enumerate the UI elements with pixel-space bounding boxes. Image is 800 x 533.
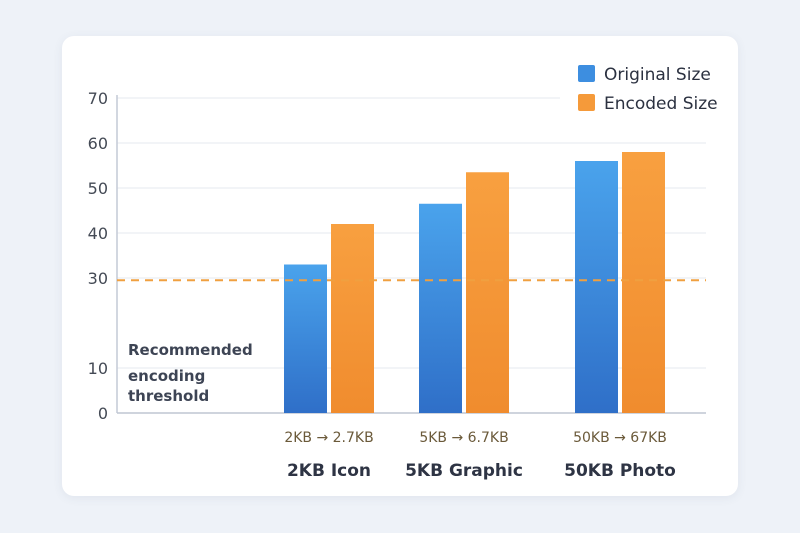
y-tick-label: 10 [88,359,108,378]
legend: Original Size Encoded Size [560,62,720,120]
category-label: 50KB Photo [564,461,676,481]
legend-swatch-original [578,65,595,82]
bar-encoded-2 [622,152,665,413]
x-axis-labels: 2KB → 2.7KB 2KB Icon 5KB → 6.7KB 5KB Graphi… [284,430,676,481]
y-tick-label: 0 [98,404,108,423]
bars [284,152,665,413]
legend-swatch-encoded [578,94,595,111]
y-axis-ticks: 0 10 30 40 50 60 70 [88,89,108,423]
threshold-annotation: Recommended encoding threshold [128,341,253,405]
y-tick-label: 70 [88,89,108,108]
category-label: 5KB Graphic [405,461,523,481]
threshold-label-line-2: encoding [128,367,205,385]
legend-label-encoded: Encoded Size [604,94,718,114]
threshold-label-line-3: threshold [128,387,209,405]
legend-label-original: Original Size [604,65,711,85]
bar-original-0 [284,264,327,413]
bar-encoded-1 [466,172,509,413]
size-change-label: 2KB → 2.7KB [284,430,373,446]
y-tick-label: 60 [88,134,108,153]
size-change-label: 50KB → 67KB [573,430,667,446]
y-tick-label: 40 [88,224,108,243]
y-tick-label: 30 [88,269,108,288]
category-label: 2KB Icon [287,461,371,481]
bar-encoded-0 [331,224,374,413]
threshold-label-line-1: Recommended [128,341,253,359]
y-tick-label: 50 [88,179,108,198]
bar-original-2 [575,161,618,413]
size-change-label: 5KB → 6.7KB [419,430,508,446]
bar-original-1 [419,203,462,413]
